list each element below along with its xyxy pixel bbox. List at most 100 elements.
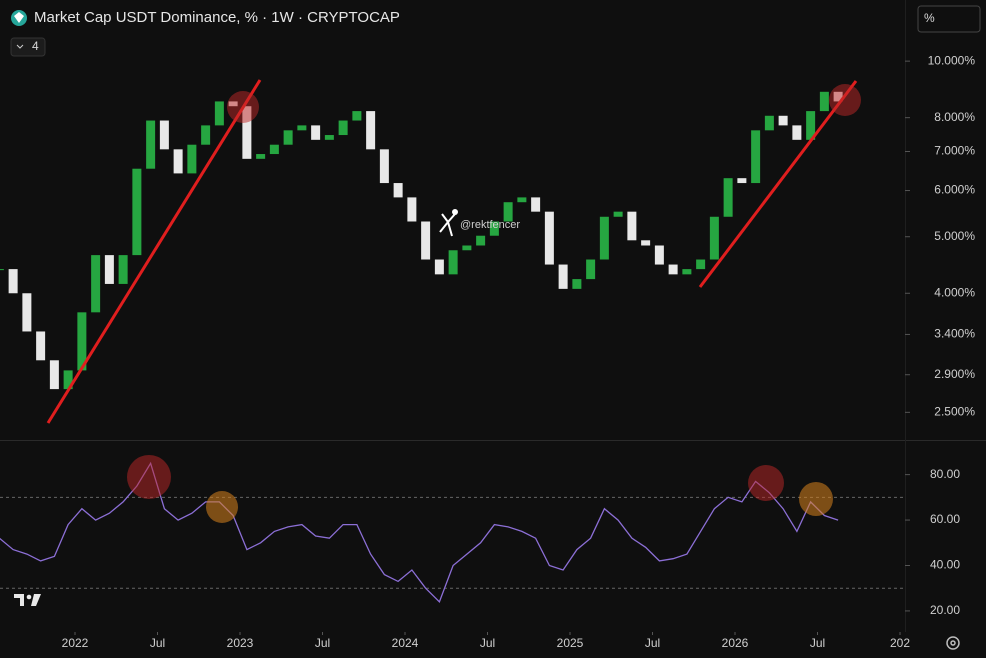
candle — [613, 211, 623, 217]
candle — [91, 255, 101, 313]
candle — [187, 144, 197, 174]
highlight-circle — [748, 465, 784, 501]
candle — [352, 111, 362, 121]
highlight-circle — [206, 491, 238, 523]
candle — [49, 360, 59, 390]
indicator-toggle[interactable] — [10, 37, 46, 57]
candle — [256, 154, 266, 159]
candle — [173, 149, 183, 174]
candle — [36, 331, 46, 361]
y-tick-label: 10.000% — [928, 53, 976, 67]
scale-button-label: % — [924, 11, 935, 25]
candle — [118, 255, 128, 284]
y-tick-label: 80.00 — [930, 467, 960, 481]
candle — [297, 125, 307, 131]
candle — [737, 178, 747, 184]
candle — [338, 120, 348, 136]
x-tick-label: 2023 — [227, 636, 254, 650]
candle — [462, 245, 472, 251]
candle — [104, 255, 114, 284]
x-tick-label: Jul — [480, 636, 495, 650]
chevron — [16, 44, 24, 49]
highlight-circle — [799, 482, 833, 516]
candle — [421, 221, 431, 260]
candle — [682, 269, 692, 275]
candle — [627, 211, 637, 241]
x-tick-label: 2025 — [557, 636, 584, 650]
candle — [586, 259, 596, 280]
candle — [641, 240, 651, 246]
chart-title: Market Cap USDT Dominance, % · 1W · CRYP… — [34, 9, 400, 26]
y-tick-label: 3.400% — [934, 327, 975, 341]
candle — [751, 130, 761, 184]
x-tick-label: 2024 — [392, 636, 419, 650]
indicator-count: 4 — [32, 39, 39, 53]
x-tick-label: Jul — [150, 636, 165, 650]
y-tick-label: 7.000% — [934, 144, 975, 158]
candle — [0, 269, 4, 271]
candle — [201, 125, 211, 145]
y-tick-label: 40.00 — [930, 558, 960, 572]
y-tick-label: 2.900% — [934, 367, 975, 381]
highlight-circle — [829, 84, 861, 116]
y-tick-label: 20.00 — [930, 603, 960, 617]
candle — [558, 264, 568, 289]
y-tick-label: 2.500% — [934, 404, 975, 418]
candle — [63, 370, 73, 390]
candle — [531, 197, 541, 212]
y-tick-label: 4.000% — [934, 285, 975, 299]
candle — [366, 111, 376, 150]
candle — [324, 135, 334, 140]
x-tick-label: Jul — [810, 636, 825, 650]
candle — [599, 216, 609, 260]
candle — [22, 293, 32, 332]
candle — [476, 235, 486, 246]
candle — [283, 130, 293, 145]
candle — [792, 125, 802, 140]
x-tick-label: Jul — [645, 636, 660, 650]
x-tick-label: 2022 — [62, 636, 89, 650]
x-tick-label: 202 — [890, 636, 910, 650]
scale-button[interactable] — [917, 5, 981, 33]
y-tick-label: 6.000% — [934, 183, 975, 197]
candle — [544, 211, 554, 265]
settings-icon[interactable] — [946, 636, 960, 650]
candle — [503, 202, 513, 222]
x-tick-label: Jul — [315, 636, 330, 650]
candle — [489, 221, 499, 236]
candle — [393, 183, 403, 198]
highlight-circle — [227, 91, 259, 123]
watermark-icon — [439, 209, 458, 237]
trend-line — [698, 80, 858, 288]
candle — [311, 125, 321, 140]
candle — [132, 168, 142, 256]
candle — [819, 91, 829, 112]
candle — [806, 111, 816, 140]
y-tick-label: 5.000% — [934, 229, 975, 243]
plot: 10.000% 8.000% 7.000% 6.000% 5.000% 4.000% 3.4… — [0, 53, 975, 650]
candle — [407, 197, 417, 222]
candle — [146, 120, 156, 169]
candle — [434, 259, 444, 275]
candle — [778, 115, 788, 126]
highlight-circle — [127, 455, 171, 499]
candle — [723, 178, 733, 217]
x-tick-label: 2026 — [722, 636, 749, 650]
trend-line — [46, 79, 262, 424]
candle — [668, 264, 678, 275]
candle — [654, 245, 664, 265]
candle — [159, 120, 169, 150]
candle — [242, 106, 252, 159]
candle — [379, 149, 389, 184]
candle — [696, 259, 706, 270]
candle — [572, 279, 582, 289]
symbol-icon — [11, 10, 27, 26]
y-tick-label: 60.00 — [930, 512, 960, 526]
candle — [214, 101, 224, 126]
candle — [77, 312, 87, 371]
candle — [517, 197, 527, 203]
y-tick-label: 8.000% — [934, 110, 975, 124]
candle — [448, 250, 458, 275]
candle — [764, 115, 774, 131]
